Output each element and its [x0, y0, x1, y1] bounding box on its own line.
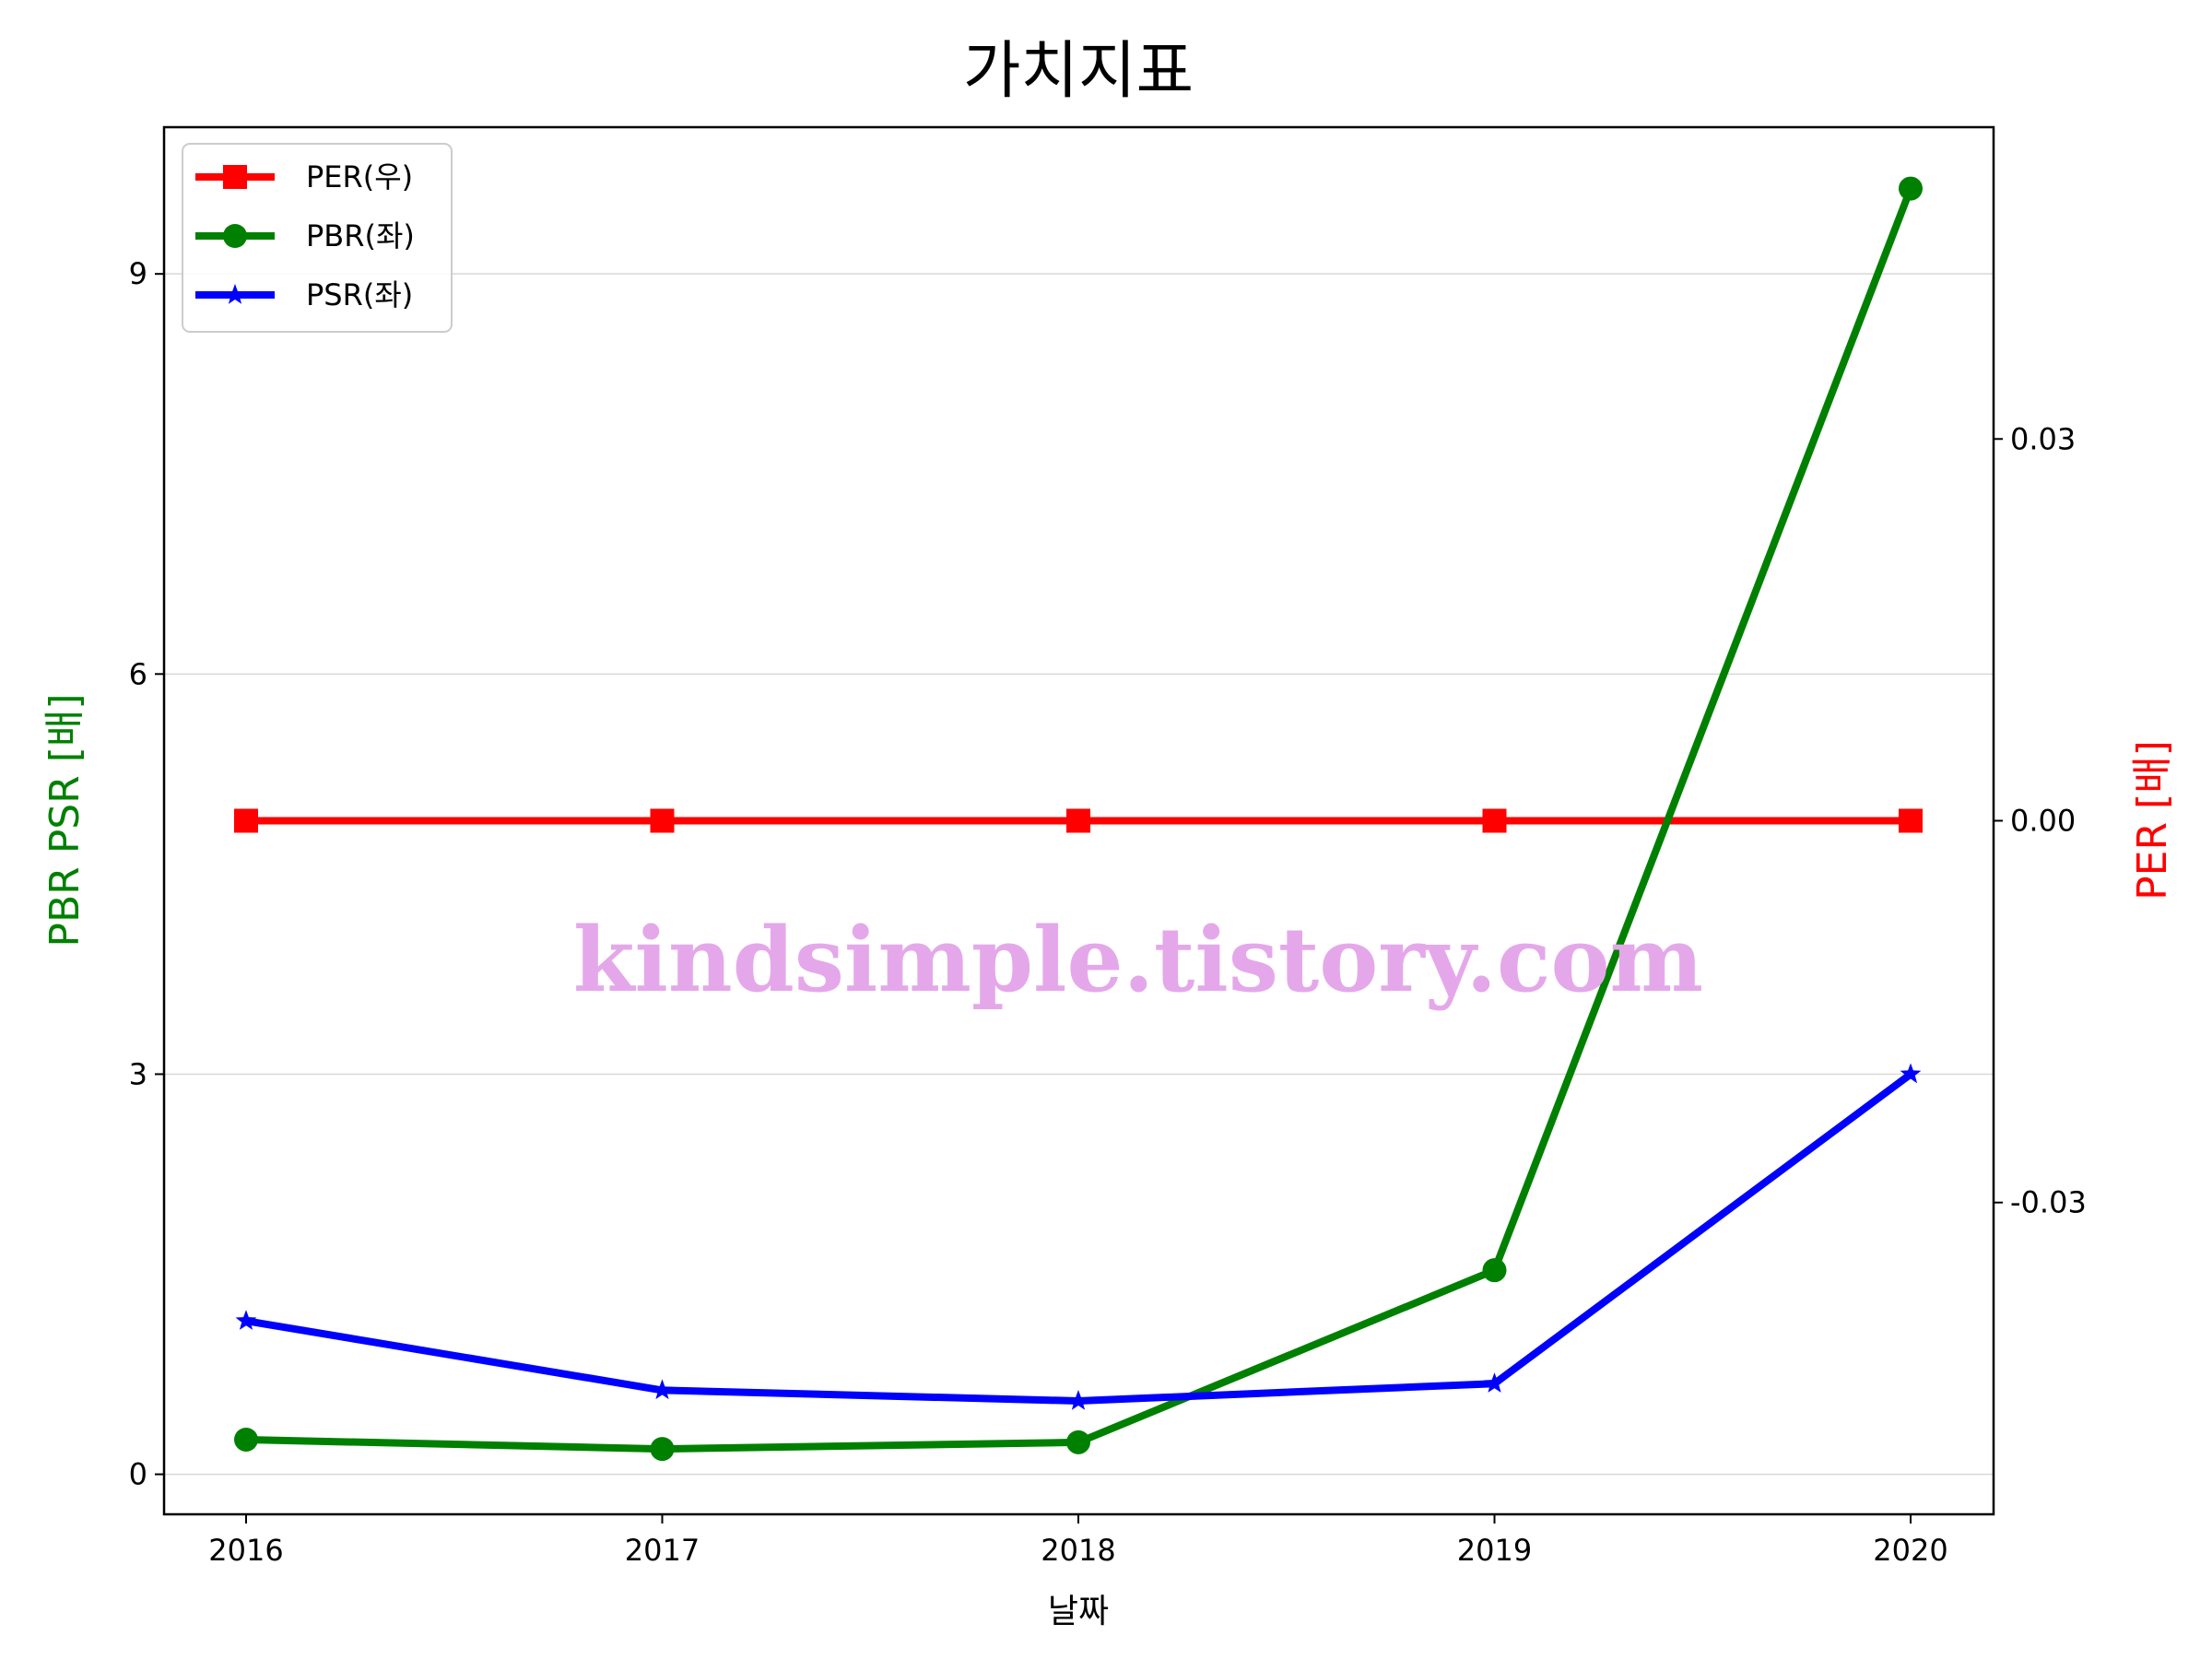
left-axis-label: PBR PSR [배]	[41, 693, 88, 947]
series-per	[234, 808, 1923, 833]
legend-label: PSR(좌)	[306, 277, 413, 312]
legend-box	[182, 143, 453, 333]
data-point-psr	[1900, 1063, 1922, 1084]
data-point-per	[1482, 808, 1507, 833]
x-tick-label: 2019	[1457, 1533, 1532, 1568]
legend-marker-psr	[224, 284, 246, 304]
data-point-pbr	[234, 1427, 258, 1452]
left-tick-label: 6	[129, 656, 147, 691]
chart-title: 가치지표	[963, 35, 1194, 108]
x-axis: 2016 2017 2018 2019 2020	[208, 1514, 1948, 1568]
x-tick-label: 2020	[1873, 1533, 1947, 1568]
data-point-psr	[652, 1379, 673, 1400]
watermark-text: kindsimple.tistory.com	[573, 908, 1703, 1012]
series-layer	[234, 176, 1923, 1462]
x-tick-label: 2016	[208, 1533, 283, 1568]
right-tick-label: 0.03	[2010, 421, 2076, 456]
series-line-psr	[242, 1070, 1914, 1405]
data-point-psr	[1067, 1390, 1089, 1410]
left-tick-label: 3	[129, 1056, 147, 1091]
data-point-psr	[1484, 1372, 1505, 1393]
series-pbr	[234, 176, 1923, 1462]
data-point-psr	[235, 1310, 257, 1330]
data-point-pbr	[1066, 1430, 1090, 1454]
data-point-per	[1899, 808, 1923, 833]
data-point-per	[650, 808, 675, 833]
left-tick-label: 0	[129, 1457, 147, 1492]
legend-label: PER(우)	[306, 159, 413, 194]
legend: PER(우) PBR(좌) PSR(좌)	[182, 143, 453, 333]
series-psr	[235, 1063, 1922, 1410]
data-point-pbr	[1899, 176, 1923, 201]
x-tick-label: 2018	[1041, 1533, 1115, 1568]
legend-item-psr: PSR(좌)	[195, 277, 413, 312]
legend-label: PBR(좌)	[306, 218, 415, 253]
right-axis: -0.03 0.00 0.03	[1994, 421, 2087, 1220]
grid	[164, 273, 1994, 1476]
data-point-per	[234, 808, 258, 833]
legend-item-pbr: PBR(좌)	[195, 218, 415, 253]
left-axis: 0 3 6 9	[129, 256, 164, 1492]
right-tick-label: 0.00	[2010, 804, 2076, 839]
right-axis-label: PER [배]	[2129, 740, 2176, 900]
data-point-pbr	[650, 1437, 675, 1462]
legend-marker-pbr	[223, 224, 247, 248]
legend-item-per: PER(우)	[195, 159, 413, 194]
x-axis-label: 날짜	[1048, 1593, 1109, 1630]
right-tick-label: -0.03	[2010, 1185, 2087, 1220]
legend-marker-per	[223, 165, 247, 189]
data-point-per	[1066, 808, 1090, 833]
left-tick-label: 9	[129, 256, 147, 291]
x-tick-label: 2017	[625, 1533, 700, 1568]
data-point-pbr	[1482, 1258, 1507, 1283]
